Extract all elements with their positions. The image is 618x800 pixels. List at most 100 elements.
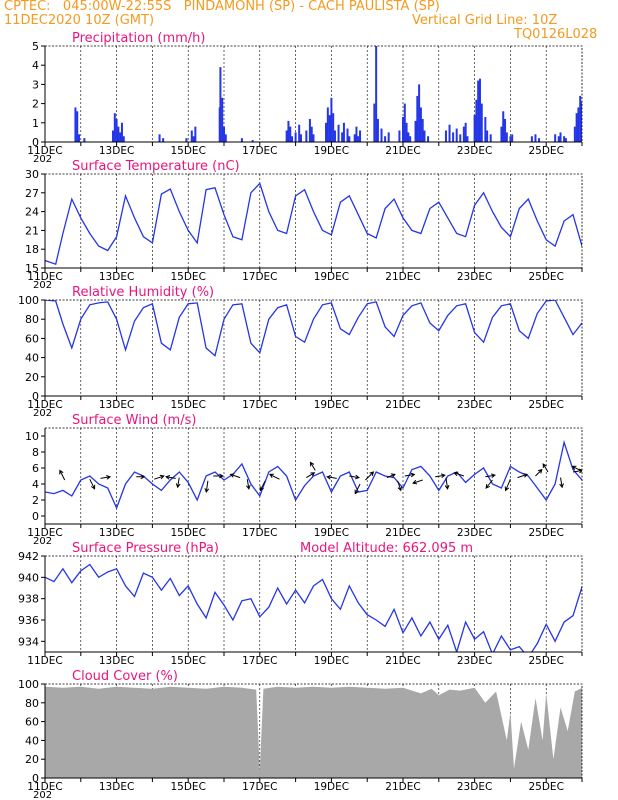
- data-point: [89, 475, 91, 477]
- x-tick-label: 19DEC: [314, 655, 349, 667]
- data-point: [366, 303, 368, 305]
- precip-bar: [557, 136, 560, 142]
- series-line-pres: [45, 563, 582, 652]
- x-tick-label: 21DEC: [385, 781, 420, 793]
- x-tick-label: 21DEC: [385, 655, 420, 667]
- precip-bar: [462, 126, 465, 142]
- precip-bar: [294, 132, 297, 142]
- precip-bar: [588, 46, 590, 142]
- x-tick-label: 11DEC: [27, 271, 62, 283]
- data-point: [510, 466, 511, 467]
- y-tick-label: 60: [25, 332, 39, 345]
- data-point: [411, 469, 413, 470]
- precip-bar: [357, 136, 360, 142]
- data-point: [393, 608, 395, 610]
- x-tick-label: 13DEC: [99, 399, 134, 411]
- data-point: [572, 615, 574, 617]
- data-point: [447, 217, 449, 219]
- precip-bar: [597, 125, 599, 142]
- data-point: [268, 211, 270, 213]
- wind-arrow: [306, 472, 316, 479]
- precip-bar: [504, 118, 507, 142]
- y-tick-label: 934: [18, 635, 39, 648]
- data-point: [277, 466, 279, 467]
- precip-bar: [554, 134, 557, 142]
- precip-bar: [583, 119, 585, 142]
- x-tick-label: 17DEC: [242, 781, 277, 793]
- data-point: [366, 490, 368, 491]
- precip-bar: [224, 134, 227, 142]
- data-point: [340, 328, 341, 330]
- data-point: [169, 578, 171, 579]
- precip-bar: [74, 107, 77, 142]
- data-point: [89, 304, 91, 306]
- data-point: [134, 217, 135, 219]
- data-point: [268, 318, 270, 320]
- data-point: [116, 507, 117, 509]
- cloud-area: [45, 686, 582, 778]
- y-tick-label: 27: [25, 187, 39, 200]
- data-point: [375, 619, 377, 621]
- chart-title-temp: Surface Temperature (nC): [72, 159, 240, 174]
- precip-bar: [592, 127, 594, 142]
- precip-bar: [185, 138, 188, 142]
- data-point: [89, 233, 91, 234]
- data-point: [143, 572, 144, 574]
- data-point: [438, 330, 440, 332]
- data-point: [483, 341, 484, 343]
- y-tick-label: 20: [25, 371, 39, 384]
- y-tick-label: 30: [25, 168, 39, 181]
- y-tick-label: 15: [25, 262, 39, 275]
- precip-bar: [219, 67, 222, 142]
- data-point: [196, 603, 198, 605]
- data-point: [187, 303, 189, 305]
- data-point: [80, 318, 82, 320]
- data-point: [554, 483, 556, 485]
- x-tick-label: 25DEC: [528, 145, 563, 157]
- data-point: [375, 471, 377, 473]
- data-point: [348, 471, 350, 473]
- data-point: [268, 471, 270, 473]
- data-point: [474, 204, 475, 206]
- data-point: [161, 342, 162, 344]
- data-point: [465, 621, 466, 623]
- data-point: [214, 355, 216, 357]
- x-tick-label: 11DEC: [27, 527, 62, 539]
- wind-arrow: [412, 479, 423, 485]
- data-point: [420, 466, 422, 467]
- x-tick-label: 15DEC: [170, 271, 205, 283]
- precip-bar: [325, 122, 328, 142]
- data-point: [429, 475, 431, 477]
- x-tick-label: 25DEC: [528, 271, 563, 283]
- data-point: [483, 631, 484, 633]
- precip-bar: [330, 97, 333, 142]
- data-point: [259, 616, 261, 618]
- data-point: [232, 304, 234, 306]
- data-point: [143, 236, 144, 238]
- precip-bar: [119, 132, 122, 142]
- x-tick-label: 15DEC: [170, 399, 205, 411]
- x-tick-label: 21DEC: [385, 271, 420, 283]
- data-point: [214, 471, 216, 473]
- precip-bar: [477, 80, 480, 142]
- data-point: [465, 236, 466, 238]
- panel-temp: 15 18 21 24 27 30 11DEC 13DEC 15DEC 17DEC 19DEC 21D…: [25, 159, 583, 291]
- precip-bar: [287, 120, 290, 142]
- data-point: [572, 214, 574, 216]
- data-point: [98, 483, 100, 485]
- y-tick-label: 940: [18, 571, 39, 584]
- data-point: [286, 475, 287, 477]
- precip-bar: [376, 118, 379, 142]
- y-tick-label: 80: [25, 313, 39, 326]
- y-tick-label: 60: [25, 716, 39, 729]
- data-point: [331, 491, 332, 493]
- precip-bar: [120, 122, 123, 142]
- data-point: [501, 226, 502, 228]
- data-point: [196, 242, 198, 244]
- data-point: [492, 211, 493, 213]
- precip-bar: [348, 136, 351, 142]
- chart-title-cloud: Cloud Cover (%): [72, 669, 178, 684]
- x-tick-label: 19DEC: [314, 145, 349, 157]
- data-point: [187, 585, 189, 587]
